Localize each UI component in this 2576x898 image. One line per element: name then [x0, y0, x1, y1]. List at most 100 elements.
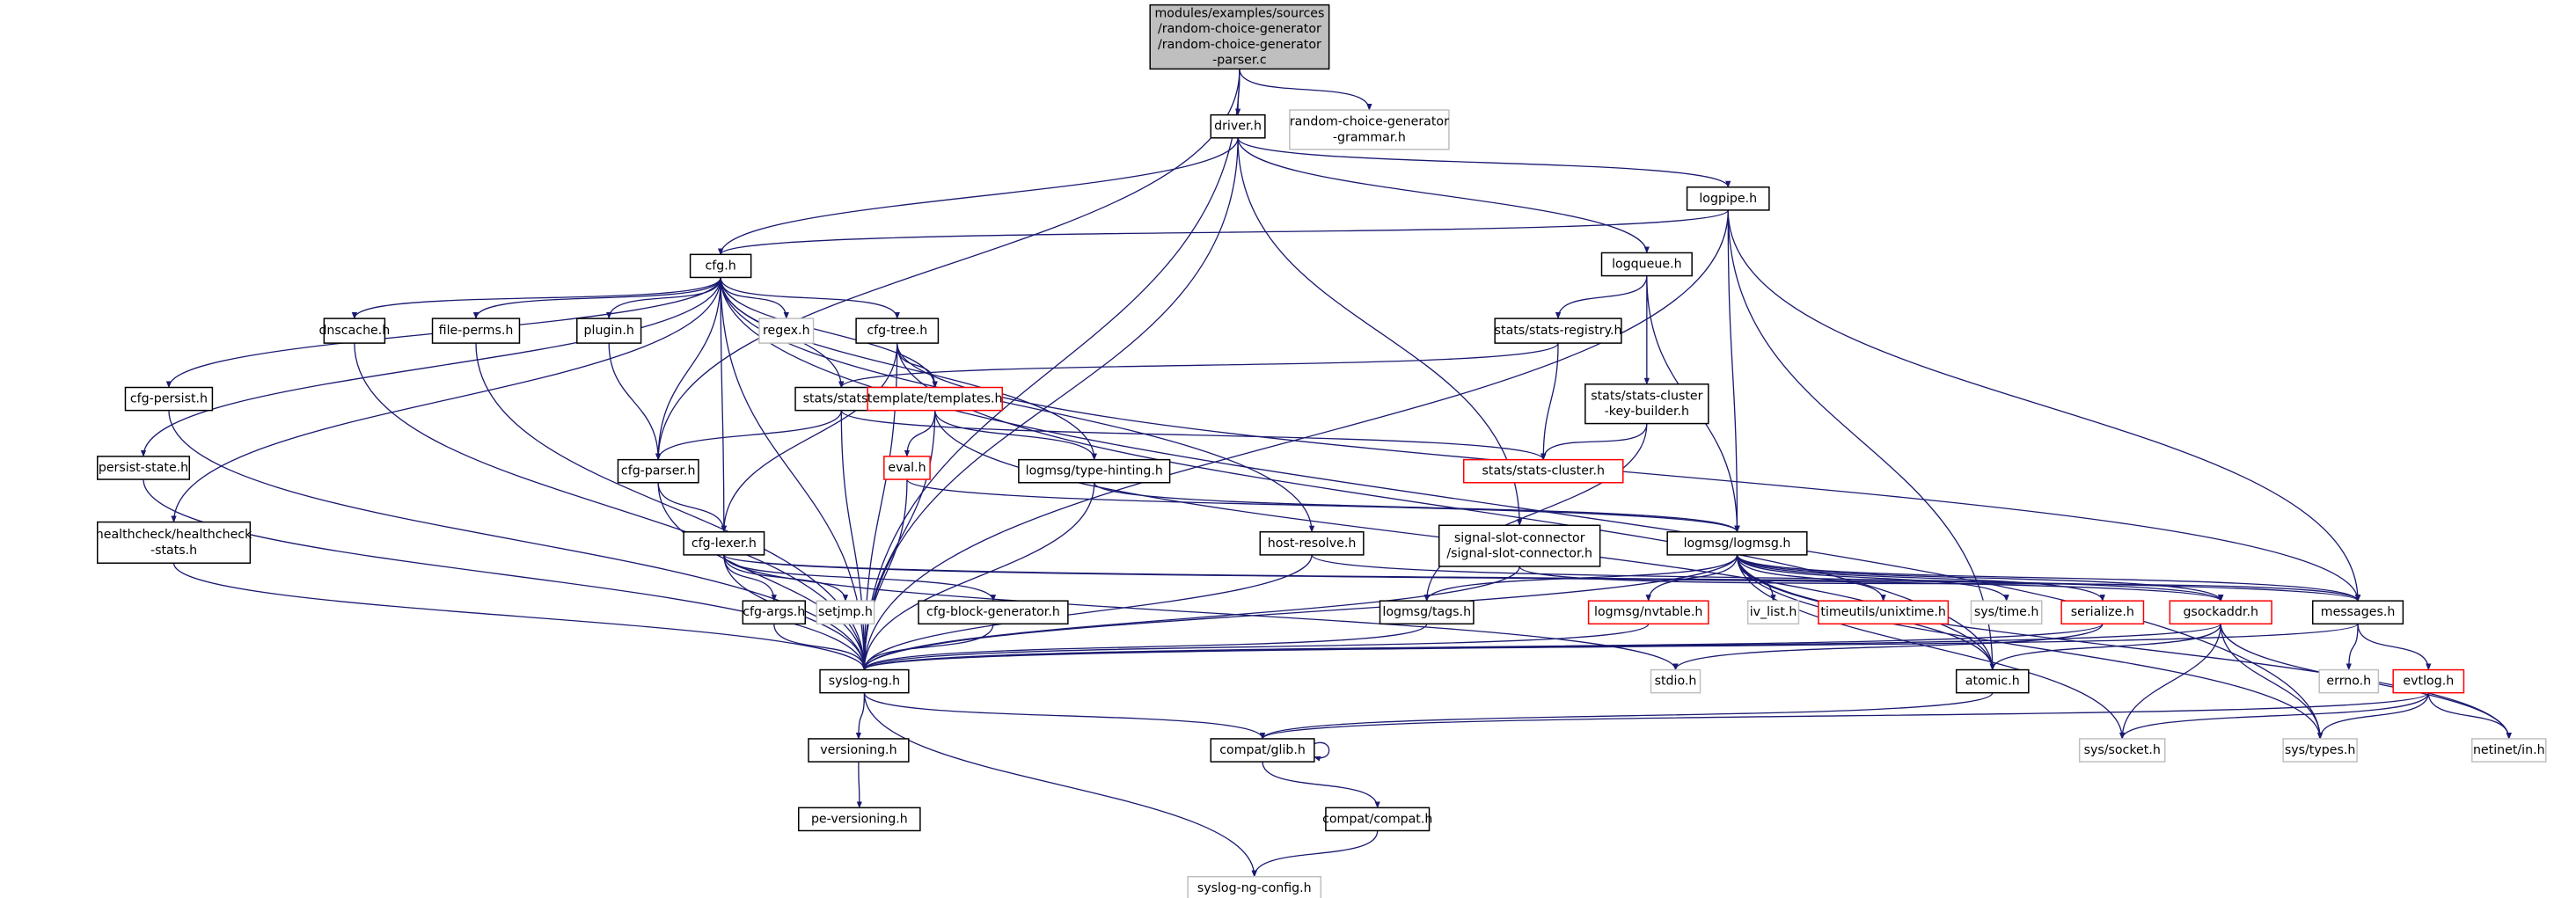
node-cfgpersist[interactable]: cfg-persist.h — [124, 386, 214, 412]
edge-atomic-to-glib — [1260, 692, 1994, 740]
node-cfglexer[interactable]: cfg-lexer.h — [683, 531, 765, 556]
node-statsreg[interactable]: stats/stats-registry.h — [1494, 318, 1622, 344]
node-label: -parser.c — [1212, 54, 1267, 68]
node-label: cfg.h — [705, 259, 735, 273]
node-driver[interactable]: driver.h — [1210, 113, 1266, 139]
node-templates[interactable]: template/templates.h — [867, 386, 1003, 412]
edge-logmsg-to-systypes — [1736, 554, 2324, 740]
node-cfgargs[interactable]: cfg-args.h — [742, 600, 806, 625]
node-box — [1289, 109, 1450, 150]
node-cfg[interactable]: cfg.h — [689, 253, 752, 279]
edge-cfgparser-to-syslogng — [657, 482, 867, 671]
node-hostres[interactable]: host-resolve.h — [1259, 531, 1365, 556]
node-logmsg[interactable]: logmsg/logmsg.h — [1666, 531, 1808, 556]
node-box — [1462, 458, 1624, 484]
node-label: modules/examples/sources — [1154, 6, 1324, 20]
node-logqueue[interactable]: logqueue.h — [1600, 252, 1693, 277]
node-box — [1600, 252, 1693, 277]
node-messages[interactable]: messages.h — [2311, 600, 2404, 625]
node-box — [1210, 113, 1266, 139]
node-glib[interactable]: compat/glib.h — [1210, 738, 1315, 763]
edge-cfglexer-to-stdio — [723, 554, 1679, 671]
edge-gsockaddr-to-syssocket — [2119, 624, 2221, 740]
edge-templates-to-eval — [904, 410, 936, 457]
node-plugin[interactable]: plugin.h — [576, 318, 642, 344]
edge-logmsg-to-serialize — [1736, 554, 2105, 602]
edge-cfgtree-to-templates — [896, 343, 938, 389]
node-blockgen[interactable]: cfg-block-generator.h — [918, 600, 1069, 625]
node-dnscache[interactable]: dnscache.h — [318, 318, 390, 344]
node-label: regex.h — [763, 324, 810, 338]
node-evtlog[interactable]: evtlog.h — [2392, 668, 2465, 694]
node-box — [1149, 4, 1330, 70]
edge-keybuilder-to-statscluster — [1540, 423, 1648, 461]
node-statscluster[interactable]: stats/stats-cluster.h — [1462, 458, 1624, 484]
node-box — [1259, 531, 1365, 556]
edge-templates-to-typehint — [934, 410, 1097, 461]
edge-evtlog-to-glib — [1260, 692, 2429, 740]
edge-main-to-syslogng — [861, 69, 1240, 671]
edge-driver-to-cfg — [718, 137, 1239, 256]
node-label: iv_list.h — [1750, 605, 1797, 619]
edge-cfgparser-to-cfglexer — [657, 482, 727, 533]
node-box — [2311, 600, 2404, 625]
node-gsockaddr[interactable]: gsockaddr.h — [2169, 600, 2272, 625]
node-systypes: sys/types.h — [2282, 738, 2358, 763]
node-label: sys/types.h — [2285, 743, 2355, 757]
node-nvtable[interactable]: logmsg/nvtable.h — [1587, 600, 1709, 625]
node-label: stats/stats-cluster — [1591, 389, 1702, 403]
node-unixtime[interactable]: timeutils/unixtime.h — [1818, 600, 1950, 625]
node-keybuilder[interactable]: stats/stats-cluster -key-builder.h — [1584, 383, 1709, 425]
node-box — [2078, 738, 2166, 763]
edge-eval-to-syslogng — [861, 479, 908, 671]
nodes-layer: modules/examples/sources/random-choice-g… — [96, 4, 2547, 898]
node-compat[interactable]: compat/compat.h — [1322, 807, 1432, 832]
node-box — [2471, 738, 2547, 763]
node-label: -key-builder.h — [1605, 405, 1689, 419]
edge-gsockaddr-to-systypes — [2220, 624, 2324, 740]
node-eval[interactable]: eval.h — [883, 456, 931, 480]
node-health[interactable]: healthcheck/healthcheck -stats.h — [96, 521, 252, 564]
edge-syslogng-to-config — [863, 692, 1257, 878]
edge-persist-to-syslogng — [143, 479, 867, 671]
node-serialize[interactable]: serialize.h — [2060, 600, 2145, 625]
edge-statsreg-to-statscluster — [1540, 343, 1559, 461]
node-grammar: random-choice-generator-grammar.h — [1289, 109, 1450, 150]
node-syslogng[interactable]: syslog-ng.h — [819, 668, 910, 694]
edge-logpipe-to-cfg — [718, 209, 1729, 256]
node-signal[interactable]: signal-slot-connector/signal-slot-connec… — [1438, 524, 1601, 567]
node-fileperms[interactable]: file-perms.h — [431, 318, 521, 344]
node-box — [124, 386, 214, 412]
edge-tags-to-syslogng — [861, 624, 1428, 671]
node-cfgparser[interactable]: cfg-parser.h — [617, 458, 699, 484]
node-persist[interactable]: persist-state.h — [97, 456, 191, 480]
node-label: /random-choice-generator — [1158, 22, 1321, 36]
node-main[interactable]: modules/examples/sources/random-choice-g… — [1149, 4, 1330, 70]
node-label: gsockaddr.h — [2183, 605, 2258, 619]
node-typehint[interactable]: logmsg/type-hinting.h — [1018, 458, 1171, 484]
edge-gsockaddr-to-syslogng — [861, 623, 2221, 671]
edge-cfg-to-cfgtree — [720, 277, 900, 319]
node-tags[interactable]: logmsg/tags.h — [1379, 600, 1475, 625]
edge-cfg-to-plugin — [606, 277, 721, 319]
edge-logpipe-to-syslogng — [861, 209, 1729, 671]
edge-plugin-to-cfgparser — [608, 343, 662, 461]
node-label: compat/glib.h — [1219, 743, 1306, 757]
node-cfgtree[interactable]: cfg-tree.h — [855, 318, 940, 344]
edge-evtlog-to-systypes — [2317, 692, 2429, 740]
edge-syslogng-to-glib — [863, 692, 1266, 740]
node-peversioning[interactable]: pe-versioning.h — [798, 807, 921, 832]
node-logpipe[interactable]: logpipe.h — [1686, 186, 1770, 211]
edge-cfg-to-regex — [720, 277, 789, 319]
node-label: serialize.h — [2071, 605, 2134, 619]
node-box — [2169, 600, 2272, 625]
node-box — [867, 386, 1003, 412]
node-versioning[interactable]: versioning.h — [808, 738, 910, 763]
node-label: pe-versioning.h — [811, 812, 908, 826]
edge-messages-to-syslogng — [861, 623, 2359, 671]
node-netinet: netinet/in.h — [2471, 738, 2547, 763]
node-atomic[interactable]: atomic.h — [1955, 668, 2030, 694]
node-label: atomic.h — [1965, 675, 2020, 689]
node-box — [617, 458, 699, 484]
edge-glib-to-glib — [1314, 741, 1330, 762]
